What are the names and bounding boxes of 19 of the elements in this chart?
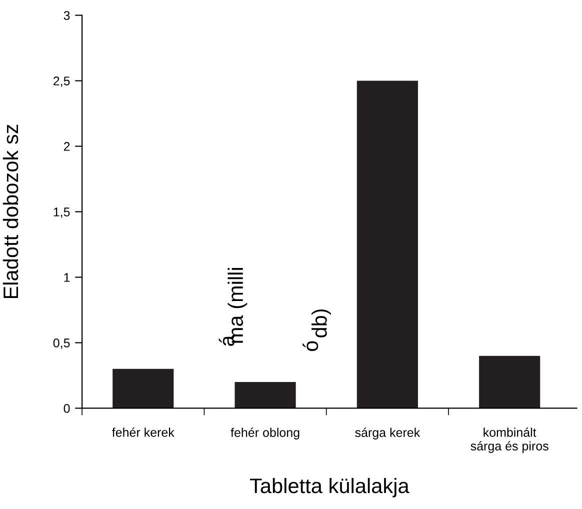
x-tick-label: fehér kerek	[112, 428, 174, 437]
bar	[112, 368, 174, 408]
y-tick-label: 0	[64, 404, 70, 413]
x-tick-label: kombinált sárga és piros	[470, 428, 548, 453]
x-axis-title: Tabletta külalakja	[250, 478, 410, 498]
y-tick-label: 2	[64, 142, 70, 151]
bar	[234, 382, 296, 408]
y-tick-label: 3	[64, 11, 70, 20]
y-tick-label: 0,5	[53, 338, 70, 349]
annotation: ó	[302, 341, 318, 352]
y-tick-label: 1	[64, 273, 70, 282]
x-tick-label: fehér oblong	[230, 428, 300, 440]
y-axis-title: Eladott dobozok sz	[2, 124, 18, 298]
y-tick-label: 2,5	[54, 76, 70, 87]
bar	[356, 80, 418, 408]
bar	[479, 356, 540, 408]
y-tick-label: 1,5	[54, 208, 70, 218]
annotation: db)	[312, 309, 331, 338]
x-tick-label: sárga kerek	[355, 428, 420, 440]
